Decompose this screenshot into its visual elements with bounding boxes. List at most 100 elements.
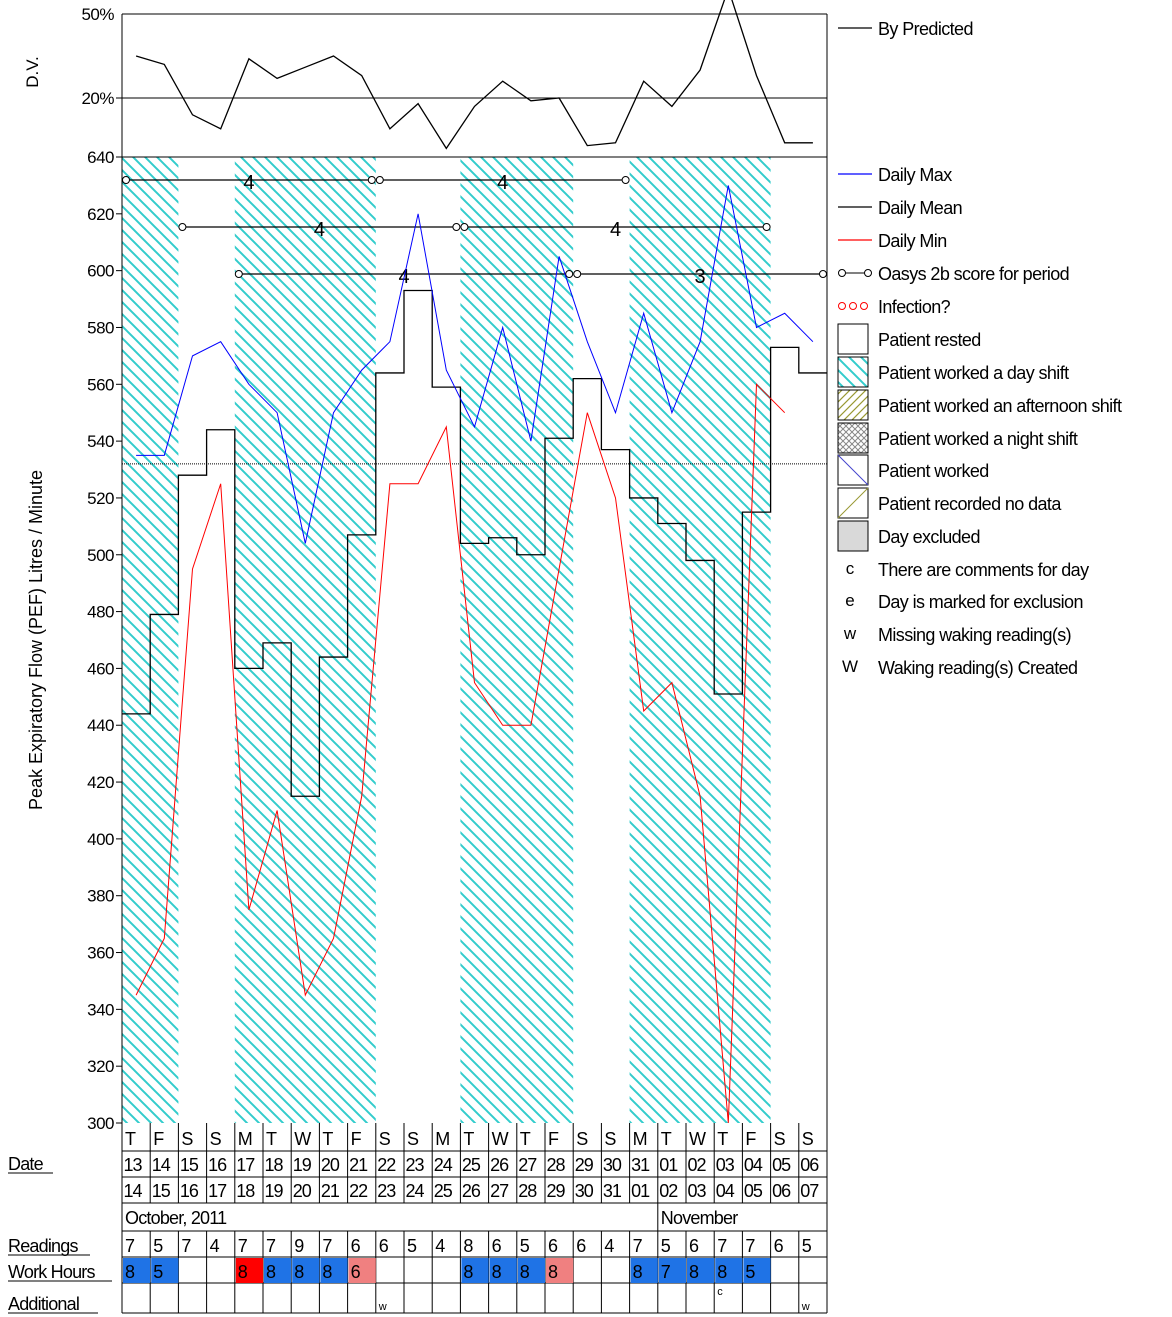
weekday-cell: F [548,1129,559,1149]
date-from-cell: 27 [518,1155,537,1175]
work-hours-value: 5 [745,1262,755,1282]
date-to-cell: 25 [434,1181,453,1201]
weekday-cell: M [238,1129,253,1149]
y-tick-label: 600 [87,262,114,281]
legend-swatch: c [846,559,855,578]
y-tick-label: 440 [87,716,114,735]
readings-cell: 5 [802,1236,812,1256]
oasys-period-start [178,223,187,231]
row-label-readings: Readings [8,1236,78,1256]
work-hours-cell [517,1258,545,1283]
weekday-cell: T [520,1129,531,1149]
legend-label: Patient worked an afternoon shift [878,396,1122,416]
oasys-score: 4 [497,172,508,194]
legend-item: Daily Min [838,231,947,251]
legend-item: Patient rested [837,323,981,355]
date-from-cell: 15 [180,1155,199,1175]
date-from-cell: 03 [716,1155,735,1175]
legend-item: Patient worked an afternoon shift [837,389,1123,421]
weekday-cell: W [294,1129,311,1149]
weekday-cell: T [125,1129,136,1149]
weekday-cell: F [745,1129,756,1149]
date-to-cell: 01 [631,1181,650,1201]
date-to-cell: 31 [603,1181,622,1201]
legend-label: Patient worked [878,461,989,481]
date-from-cell: 26 [490,1155,509,1175]
date-to-cell: 21 [321,1181,340,1201]
work-hours-value: 5 [153,1262,163,1282]
work-hours-cell [546,1258,574,1283]
legend-label: Patient rested [878,330,981,350]
row-label-date: Date [8,1154,44,1174]
readings-cell: 8 [463,1236,473,1256]
work-hours-value: 6 [351,1262,361,1282]
readings-cell: 4 [210,1236,220,1256]
legend-label: Daily Min [878,231,947,251]
legend-swatch: e [845,591,854,610]
month-label: November [661,1208,738,1228]
date-to-cell: 29 [547,1181,566,1201]
date-from-cell: 30 [603,1155,622,1175]
work-hours-cell [658,1258,686,1283]
date-to-cell: 05 [744,1181,763,1201]
work-hours-cell [687,1258,715,1283]
oasys-period-start [573,270,582,278]
y-tick-label: 320 [87,1057,114,1076]
date-to-cell: 20 [293,1181,312,1201]
weekday-cell: T [661,1129,672,1149]
work-hours-cell [461,1258,489,1283]
readings-cell: 6 [689,1236,699,1256]
oasys-period-end [762,223,771,231]
y-tick-label: 480 [87,603,114,622]
work-hours-value: 8 [125,1262,135,1282]
work-hours-value: 8 [463,1262,473,1282]
date-to-cell: 19 [265,1181,284,1201]
legend-swatch [838,302,846,310]
legend-swatch [860,302,868,310]
oasys-period-end [565,270,574,278]
readings-cell: 6 [774,1236,784,1256]
readings-cell: 7 [125,1236,135,1256]
readings-cell: 7 [238,1236,248,1256]
oasys-period-end [452,223,461,231]
work-hours-cell [348,1258,376,1283]
work-hours-cell [630,1258,658,1283]
work-hours-cell [123,1258,151,1283]
legend-swatch [849,302,857,310]
date-from-cell: 18 [265,1155,284,1175]
work-hours-cell [151,1258,179,1283]
oasys-score: 4 [243,172,254,194]
legend-label: Missing waking reading(s) [878,625,1071,645]
weekday-cell: S [181,1129,193,1149]
readings-cell: 7 [322,1236,332,1256]
readings-cell: 7 [633,1236,643,1256]
date-from-cell: 20 [321,1155,340,1175]
legend-item: Daily Max [838,165,953,185]
readings-cell: 6 [351,1236,361,1256]
date-to-cell: 28 [518,1181,537,1201]
readings-cell: 7 [745,1236,755,1256]
legend-label: There are comments for day [878,560,1089,580]
readings-cell: 9 [294,1236,304,1256]
weekday-cell: T [717,1129,728,1149]
weekday-cell: T [266,1129,277,1149]
date-to-cell: 14 [124,1181,143,1201]
weekday-cell: S [774,1129,786,1149]
date-to-cell: 03 [688,1181,707,1201]
y-tick-label: 360 [87,944,114,963]
legend-swatch [837,323,869,355]
weekday-cell: W [492,1129,509,1149]
work-hours-value: 8 [548,1262,558,1282]
legend-label: Waking reading(s) Created [878,658,1077,678]
dv-tick-label: 20% [81,89,114,108]
y-tick-label: 560 [87,375,114,394]
date-to-cell: 16 [180,1181,199,1201]
y-tick-label: 500 [87,546,114,565]
work-hours-cell [235,1258,263,1283]
y-tick-label: 380 [87,887,114,906]
weekday-cell: W [689,1129,706,1149]
work-hours-value: 8 [520,1262,530,1282]
legend-swatch: W [842,657,858,676]
legend-item: Day is marked for exclusion e [845,591,1083,612]
